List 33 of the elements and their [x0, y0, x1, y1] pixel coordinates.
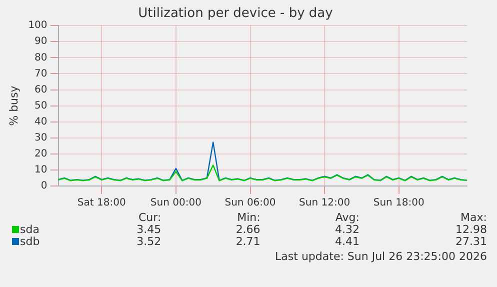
text: 4.32: [334, 223, 360, 236]
text: 2.71: [234, 235, 260, 248]
text: Avg:: [334, 211, 360, 224]
text: 27.31: [454, 235, 487, 248]
x-tick-label: Sat 18:00: [77, 198, 126, 209]
x-tick-label: Sun 06:00: [224, 198, 276, 209]
y-tick-label: 10: [34, 164, 48, 176]
x-tick-label: Sun 12:00: [299, 198, 350, 209]
chart-title: Utilization per device - by day: [138, 6, 334, 22]
text: 2.66: [234, 223, 260, 236]
text: Last update: Sun Jul 26 23:25:00 2026: [275, 250, 487, 263]
y-tick-label: 80: [34, 52, 48, 64]
text: Max:: [460, 211, 487, 224]
y-tick-label: 100: [28, 20, 48, 32]
text: 4.41: [334, 235, 360, 248]
y-tick-label: 30: [34, 132, 48, 144]
x-tick-label: Sun 18:00: [373, 198, 424, 209]
text: Min:: [236, 211, 260, 224]
y-tick-label: 20: [34, 148, 48, 160]
text: Cur:: [137, 211, 162, 224]
y-axis-title: % busy: [7, 85, 20, 126]
text: 3.52: [136, 235, 162, 248]
x-tick-label: Sun 00:00: [150, 198, 202, 209]
y-tick-label: 60: [34, 84, 48, 96]
legend-label: sdb: [19, 235, 41, 248]
text: 12.98: [454, 223, 487, 236]
y-tick-label: 50: [34, 100, 48, 112]
y-tick-label: 0: [40, 180, 48, 192]
y-tick-label: 40: [34, 116, 48, 128]
legend-label: sda: [19, 223, 40, 236]
text: 3.45: [136, 223, 162, 236]
y-tick-label: 90: [34, 36, 48, 48]
y-tick-label: 70: [34, 68, 48, 80]
